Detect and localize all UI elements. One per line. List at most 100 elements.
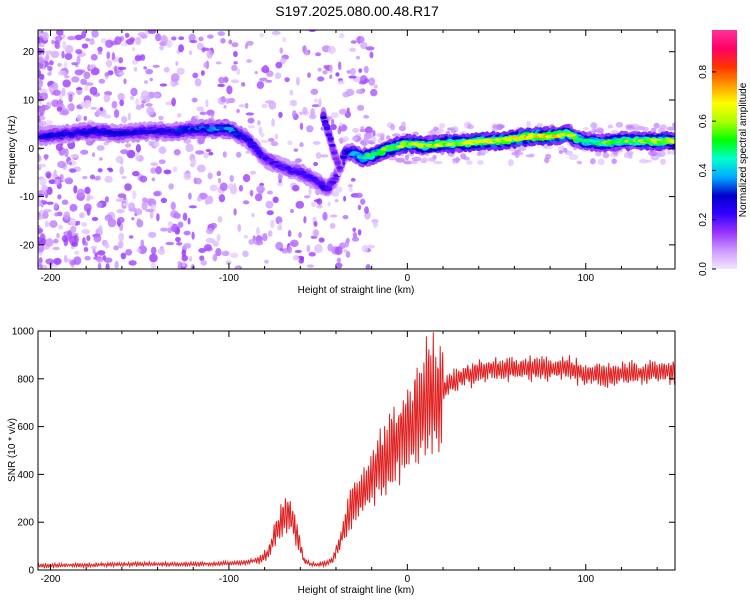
snr-panel: -200 -100 0 100 0 200 400 600 800 1000 Height of…: [7, 327, 676, 596]
noise-blob: [315, 152, 322, 159]
noise-blob: [85, 38, 91, 42]
noise-blob: [150, 167, 156, 174]
noise-blob: [38, 261, 42, 268]
noise-blob: [265, 200, 274, 209]
y-tick-label: 400: [17, 470, 34, 481]
noise-blob: [477, 160, 484, 166]
noise-blob: [205, 148, 212, 153]
noise-blob: [146, 106, 155, 116]
noise-blob: [254, 71, 258, 75]
noise-blob: [91, 216, 99, 222]
noise-blob: [293, 148, 299, 152]
noise-blob: [84, 85, 88, 91]
noise-blob: [210, 222, 218, 229]
noise-blob: [100, 37, 107, 44]
noise-blob: [97, 250, 106, 256]
ridge-segment: [328, 180, 337, 184]
noise-blob: [49, 220, 58, 228]
noise-blob: [229, 175, 234, 183]
noise-blob: [38, 73, 45, 81]
noise-blob: [304, 195, 311, 199]
noise-blob: [313, 98, 319, 103]
noise-blob: [292, 110, 297, 118]
noise-blob: [357, 229, 362, 236]
noise-blob: [81, 30, 87, 39]
noise-blob: [357, 36, 361, 45]
noise-blob: [175, 236, 181, 243]
noise-blob: [582, 127, 589, 131]
noise-blob: [88, 64, 94, 70]
noise-blob: [233, 50, 238, 58]
noise-blob: [77, 69, 86, 74]
noise-blob: [47, 72, 52, 76]
noise-blob: [170, 73, 180, 83]
noise-blob: [411, 156, 422, 162]
noise-blob: [158, 159, 166, 165]
noise-blob: [73, 256, 82, 266]
noise-blob: [111, 52, 116, 61]
noise-blob: [120, 149, 129, 155]
noise-blob: [124, 32, 130, 38]
noise-blob: [38, 56, 45, 64]
noise-blob: [59, 110, 69, 116]
noise-blob: [63, 61, 68, 70]
snr-x-ticks: -200 -100 0 100: [40, 331, 658, 585]
noise-blob: [38, 36, 41, 44]
ridge-segment: [336, 166, 343, 170]
noise-blob: [44, 220, 50, 228]
noise-blob: [145, 103, 153, 107]
noise-blob: [282, 36, 287, 43]
noise-blob: [467, 124, 475, 130]
noise-blob: [643, 159, 653, 163]
noise-blob: [216, 170, 222, 177]
noise-blob: [243, 234, 249, 239]
noise-blob: [68, 161, 73, 165]
noise-blob: [256, 81, 265, 90]
noise-blob: [345, 251, 351, 258]
noise-blob: [420, 158, 428, 164]
noise-blob: [70, 225, 77, 234]
noise-blob: [352, 136, 358, 142]
noise-blob: [625, 151, 634, 155]
noise-blob: [210, 113, 215, 118]
noise-blob: [114, 36, 122, 45]
noise-blob: [359, 128, 366, 133]
noise-blob: [385, 135, 391, 140]
noise-blob: [292, 255, 300, 261]
noise-blob: [330, 118, 335, 125]
noise-blob: [120, 252, 127, 260]
noise-blob: [602, 152, 610, 159]
noise-blob: [425, 157, 431, 162]
noise-blob: [349, 47, 356, 52]
noise-blob: [56, 105, 63, 112]
noise-blob: [70, 154, 80, 158]
noise-blob: [299, 122, 304, 131]
noise-blob: [201, 47, 210, 51]
noise-blob: [136, 218, 141, 225]
noise-blob: [153, 92, 160, 98]
noise-blob: [320, 154, 329, 158]
noise-blob: [163, 67, 170, 73]
snr-x-axis-label: Height of straight line (km): [298, 585, 415, 596]
noise-blob: [315, 52, 322, 57]
noise-blob: [343, 249, 348, 253]
noise-blob: [198, 36, 204, 42]
noise-blob: [246, 59, 253, 63]
noise-blob: [216, 233, 221, 242]
noise-blob: [251, 212, 255, 218]
noise-blob: [81, 229, 91, 235]
colorbar-tick-label: 0.4: [698, 163, 709, 177]
noise-blob: [38, 30, 42, 37]
noise-blob: [71, 76, 80, 83]
noise-blob: [491, 127, 499, 132]
noise-blob: [106, 51, 111, 60]
noise-blob: [116, 208, 122, 213]
noise-blob: [233, 208, 237, 216]
noise-blob: [118, 71, 125, 76]
ridge-segment: [669, 140, 675, 144]
noise-blob: [372, 130, 376, 137]
ridge-segment: [206, 128, 215, 132]
noise-blob: [348, 75, 357, 79]
noise-blob: [67, 104, 72, 109]
noise-blob: [133, 67, 138, 72]
